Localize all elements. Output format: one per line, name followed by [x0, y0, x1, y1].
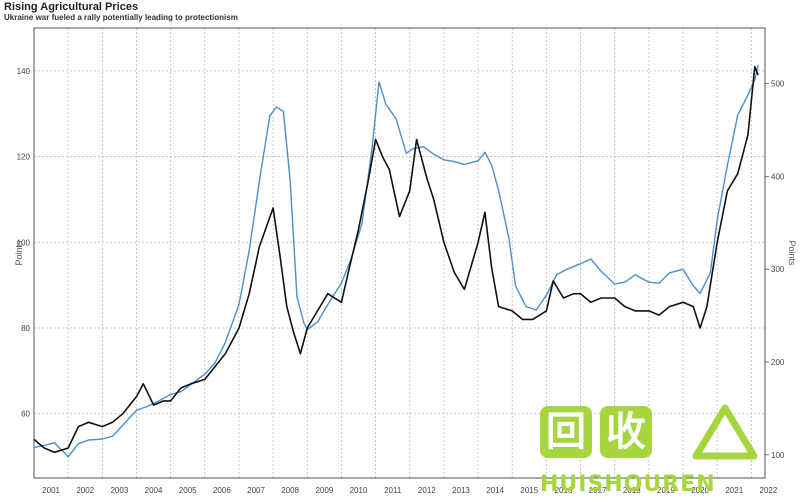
- x-tick-label: 2004: [145, 486, 163, 495]
- x-tick-label: 2021: [725, 486, 743, 495]
- x-tick-label: 2007: [247, 486, 265, 495]
- x-tick-label: 2020: [691, 486, 709, 495]
- x-tick-label: 2002: [76, 486, 94, 495]
- plot-frame: [33, 27, 766, 479]
- x-tick-label: 2003: [110, 486, 128, 495]
- x-tick-label: 2006: [213, 486, 231, 495]
- y-right-tick-label: 400: [771, 172, 785, 181]
- series-line-black: [33, 65, 759, 454]
- x-tick-label: 2010: [350, 486, 368, 495]
- y-axis-right-title: Points: [787, 240, 797, 266]
- y-left-tick-label: 60: [21, 410, 30, 419]
- x-tick-label: 2011: [384, 486, 402, 495]
- x-tick-label: 2017: [589, 486, 607, 495]
- x-tick-label: 2016: [555, 486, 573, 495]
- x-tick-label: 2013: [452, 486, 470, 495]
- x-tick-label: 2001: [42, 486, 60, 495]
- chart-title: Rising Agricultural Prices: [4, 1, 139, 13]
- x-tick-label: 2009: [315, 486, 333, 495]
- x-tick-label: 2015: [520, 486, 538, 495]
- y-left-tick-label: 120: [17, 153, 31, 162]
- x-tick-label: 2012: [418, 486, 436, 495]
- series-line-blue: [33, 64, 759, 458]
- axis-ticks: 2001 2002 2003 2004 2005 2006 2007 2008 2009 2010…: [17, 67, 785, 495]
- y-left-tick-label: 100: [17, 238, 31, 247]
- x-tick-label: 2008: [281, 486, 299, 495]
- x-tick-label: 2014: [486, 486, 504, 495]
- y-right-tick-label: 200: [771, 358, 785, 367]
- y-axis-left-title: Points: [14, 240, 24, 266]
- y-right-tick-label: 100: [771, 451, 785, 460]
- y-right-tick-label: 300: [771, 265, 785, 274]
- gridlines: [34, 28, 765, 478]
- series-lines: [33, 64, 759, 458]
- y-left-tick-label: 140: [17, 67, 31, 76]
- chart-subtitle: Ukraine war fueled a rally potentially l…: [4, 13, 238, 22]
- y-left-tick-label: 80: [21, 324, 30, 333]
- y-right-tick-label: 500: [771, 80, 785, 89]
- x-tick-label: 2022: [760, 486, 778, 495]
- x-tick-label: 2018: [623, 486, 641, 495]
- x-tick-label: 2005: [179, 486, 197, 495]
- x-tick-label: 2019: [657, 486, 675, 495]
